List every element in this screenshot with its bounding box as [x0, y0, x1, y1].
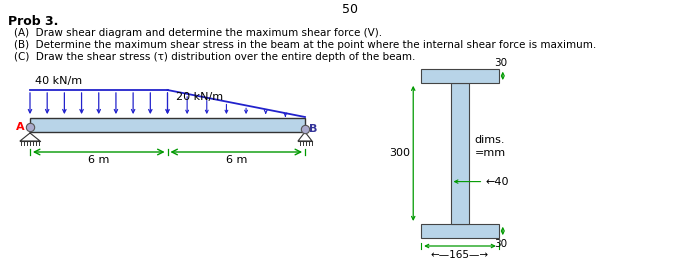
Text: ←—165—→: ←—165—→: [431, 250, 489, 260]
Text: Prob 3.: Prob 3.: [8, 15, 58, 28]
Text: 30: 30: [494, 58, 508, 68]
Text: 20 kN/m: 20 kN/m: [176, 92, 223, 102]
Bar: [421, 69, 499, 83]
Text: dims.
=mm: dims. =mm: [475, 135, 505, 158]
Bar: [30, 118, 305, 132]
Bar: [451, 83, 470, 224]
Text: (C)  Draw the shear stress (τ) distribution over the entire depth of the beam.: (C) Draw the shear stress (τ) distributi…: [14, 52, 415, 62]
Text: 30: 30: [494, 239, 508, 249]
Text: 40 kN/m: 40 kN/m: [35, 76, 82, 86]
Text: (B)  Determine the maximum shear stress in the beam at the point where the inter: (B) Determine the maximum shear stress i…: [14, 40, 596, 50]
Text: ←40: ←40: [485, 177, 509, 186]
Text: 6 m: 6 m: [88, 155, 109, 165]
Text: B: B: [309, 124, 317, 134]
Text: A: A: [16, 122, 25, 132]
Text: 6 m: 6 m: [225, 155, 247, 165]
Bar: [421, 224, 499, 238]
Text: 50: 50: [342, 3, 358, 16]
Text: 300: 300: [389, 148, 410, 158]
Text: (A)  Draw shear diagram and determine the maximum shear force (V).: (A) Draw shear diagram and determine the…: [14, 28, 382, 38]
